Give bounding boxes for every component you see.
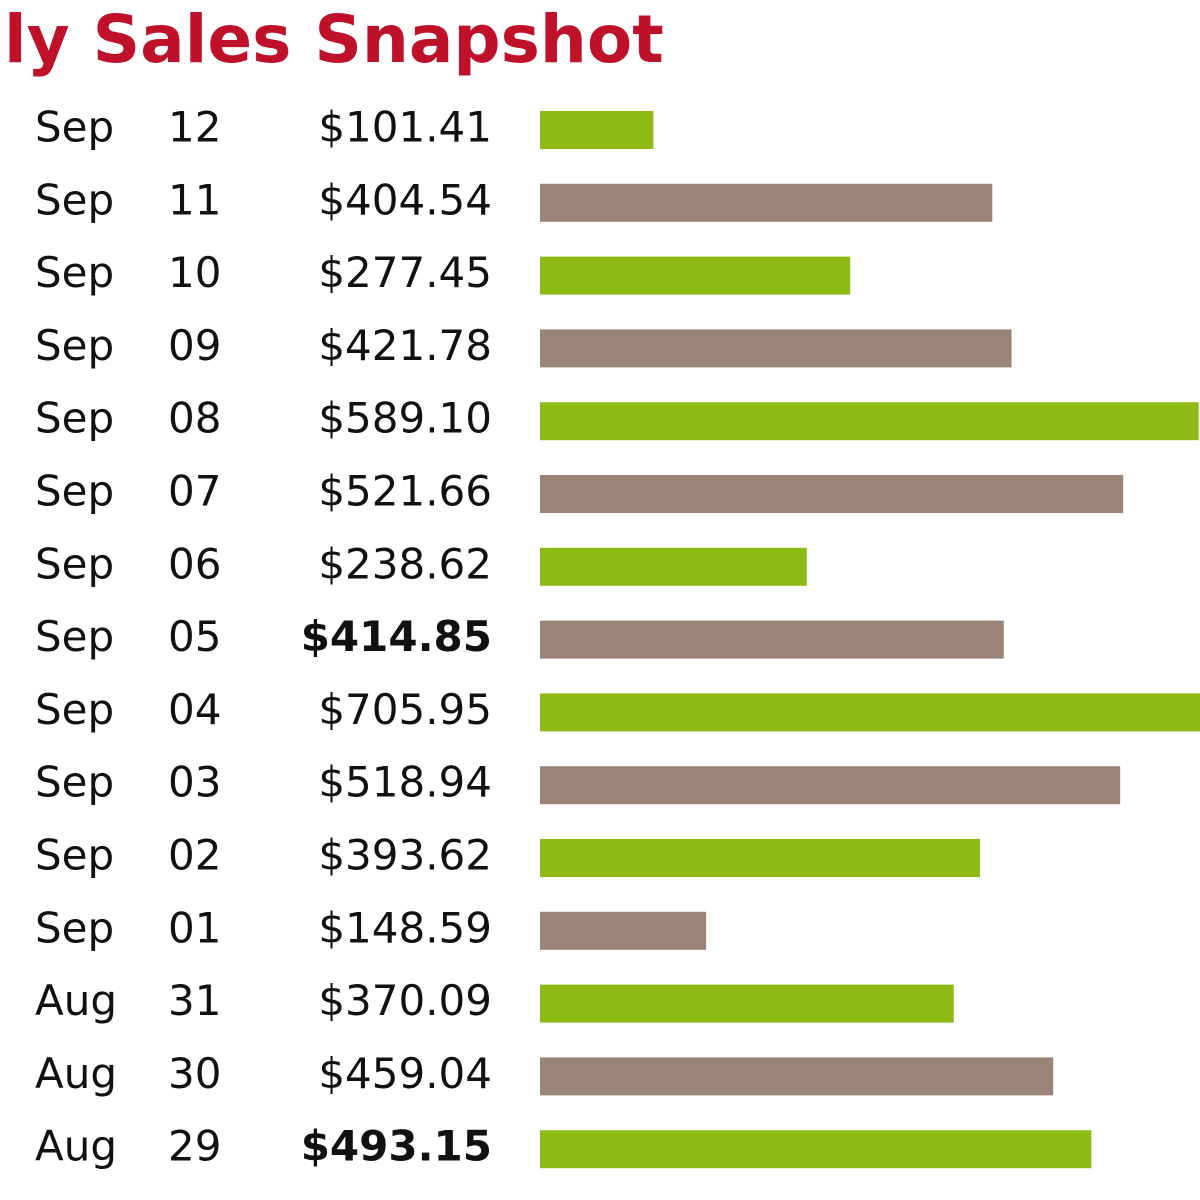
bar: [540, 256, 851, 295]
bar: [540, 1130, 1092, 1169]
amount: $521.66: [318, 467, 492, 516]
day: 11: [168, 175, 221, 224]
amount: $393.62: [318, 831, 492, 880]
day: 01: [168, 903, 221, 952]
day: 06: [168, 539, 221, 588]
amount: $148.59: [318, 903, 492, 952]
day: 09: [168, 321, 221, 370]
bar: [540, 402, 1199, 441]
bar: [540, 839, 981, 877]
day: 02: [168, 831, 221, 880]
bar: [540, 475, 1124, 513]
bar: [540, 911, 707, 950]
month: Sep: [35, 539, 114, 588]
amount: $705.95: [318, 685, 492, 734]
bar: [540, 620, 1004, 659]
amount: $459.04: [318, 1049, 492, 1098]
amount: $518.94: [318, 758, 492, 807]
month: Sep: [35, 248, 114, 297]
bar: [540, 984, 954, 1023]
day: 31: [168, 976, 221, 1025]
month: Aug: [35, 976, 117, 1025]
day: 05: [168, 612, 221, 661]
day: 10: [168, 248, 221, 297]
amount: $404.54: [318, 175, 492, 224]
month: Sep: [35, 321, 114, 370]
month: Sep: [35, 103, 114, 152]
day: 30: [168, 1049, 221, 1098]
bar: [540, 1057, 1054, 1096]
amount: $414.85: [301, 612, 492, 661]
day: 03: [168, 758, 221, 807]
month: Aug: [35, 1049, 117, 1098]
amount: $589.10: [318, 394, 492, 443]
bar: [540, 693, 1200, 732]
month: Sep: [35, 831, 114, 880]
month: Sep: [35, 394, 114, 443]
month: Sep: [35, 612, 114, 661]
month: Sep: [35, 685, 114, 734]
amount: $421.78: [318, 321, 492, 370]
title: ly Sales Snapshot: [4, 1, 664, 78]
amount: $370.09: [318, 976, 492, 1025]
month: Sep: [35, 175, 114, 224]
amount: $493.15: [301, 1122, 492, 1171]
day: 04: [168, 685, 221, 734]
day: 08: [168, 394, 221, 443]
month: Sep: [35, 758, 114, 807]
amount: $277.45: [318, 248, 492, 297]
month: Aug: [35, 1122, 117, 1171]
bar: [540, 111, 654, 149]
day: 29: [168, 1122, 221, 1171]
day: 07: [168, 467, 221, 516]
bar: [540, 183, 993, 222]
amount: $101.41: [318, 103, 492, 152]
month: Sep: [35, 903, 114, 952]
bar: [540, 766, 1121, 805]
day: 12: [168, 103, 221, 152]
month: Sep: [35, 467, 114, 516]
bar: [540, 547, 807, 586]
amount: $238.62: [318, 539, 492, 588]
bar: [540, 329, 1012, 368]
